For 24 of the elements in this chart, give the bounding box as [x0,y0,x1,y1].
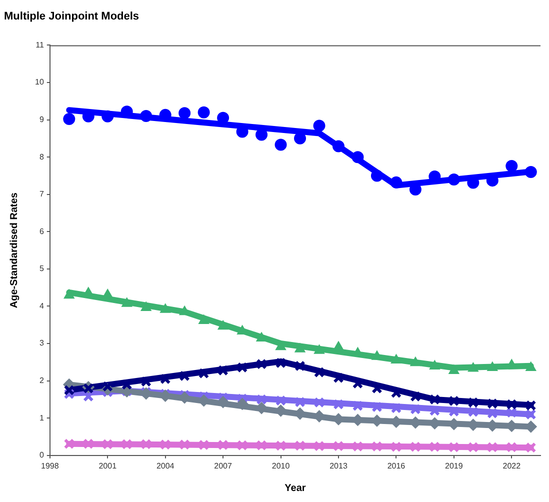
y-axis-title: Age-Standardised Rates [8,192,20,308]
y-tick-label: 0 [39,450,44,460]
x-tick-label: 2010 [272,461,290,470]
x-tick-label: 2022 [502,461,522,470]
x-tick-label: 2013 [330,461,348,470]
y-tick-label: 6 [39,226,44,236]
y-tick-label: 7 [39,190,44,199]
x-tick-label: 2007 [214,461,232,470]
y-tick-label: 9 [39,114,44,124]
x-tick-label: 1998 [41,461,60,470]
x-tick-label: 2016 [387,461,406,470]
y-tick-label: 3 [39,338,44,348]
y-tick-label: 11 [36,40,44,50]
y-tick-label: 5 [39,264,44,274]
chart-title: Multiple Joinpoint Models [4,10,140,23]
y-tick-label: 2 [39,376,44,386]
y-tick-label: 4 [39,301,44,310]
y-tick-label: 1 [39,413,44,422]
x-axis-title: Year [284,482,306,494]
y-tick-label: 10 [34,78,44,87]
y-tick-label: 8 [39,152,44,162]
x-tick-label: 2019 [445,461,464,470]
x-tick-label: 2004 [156,461,175,470]
x-tick-label: 2001 [98,461,118,470]
